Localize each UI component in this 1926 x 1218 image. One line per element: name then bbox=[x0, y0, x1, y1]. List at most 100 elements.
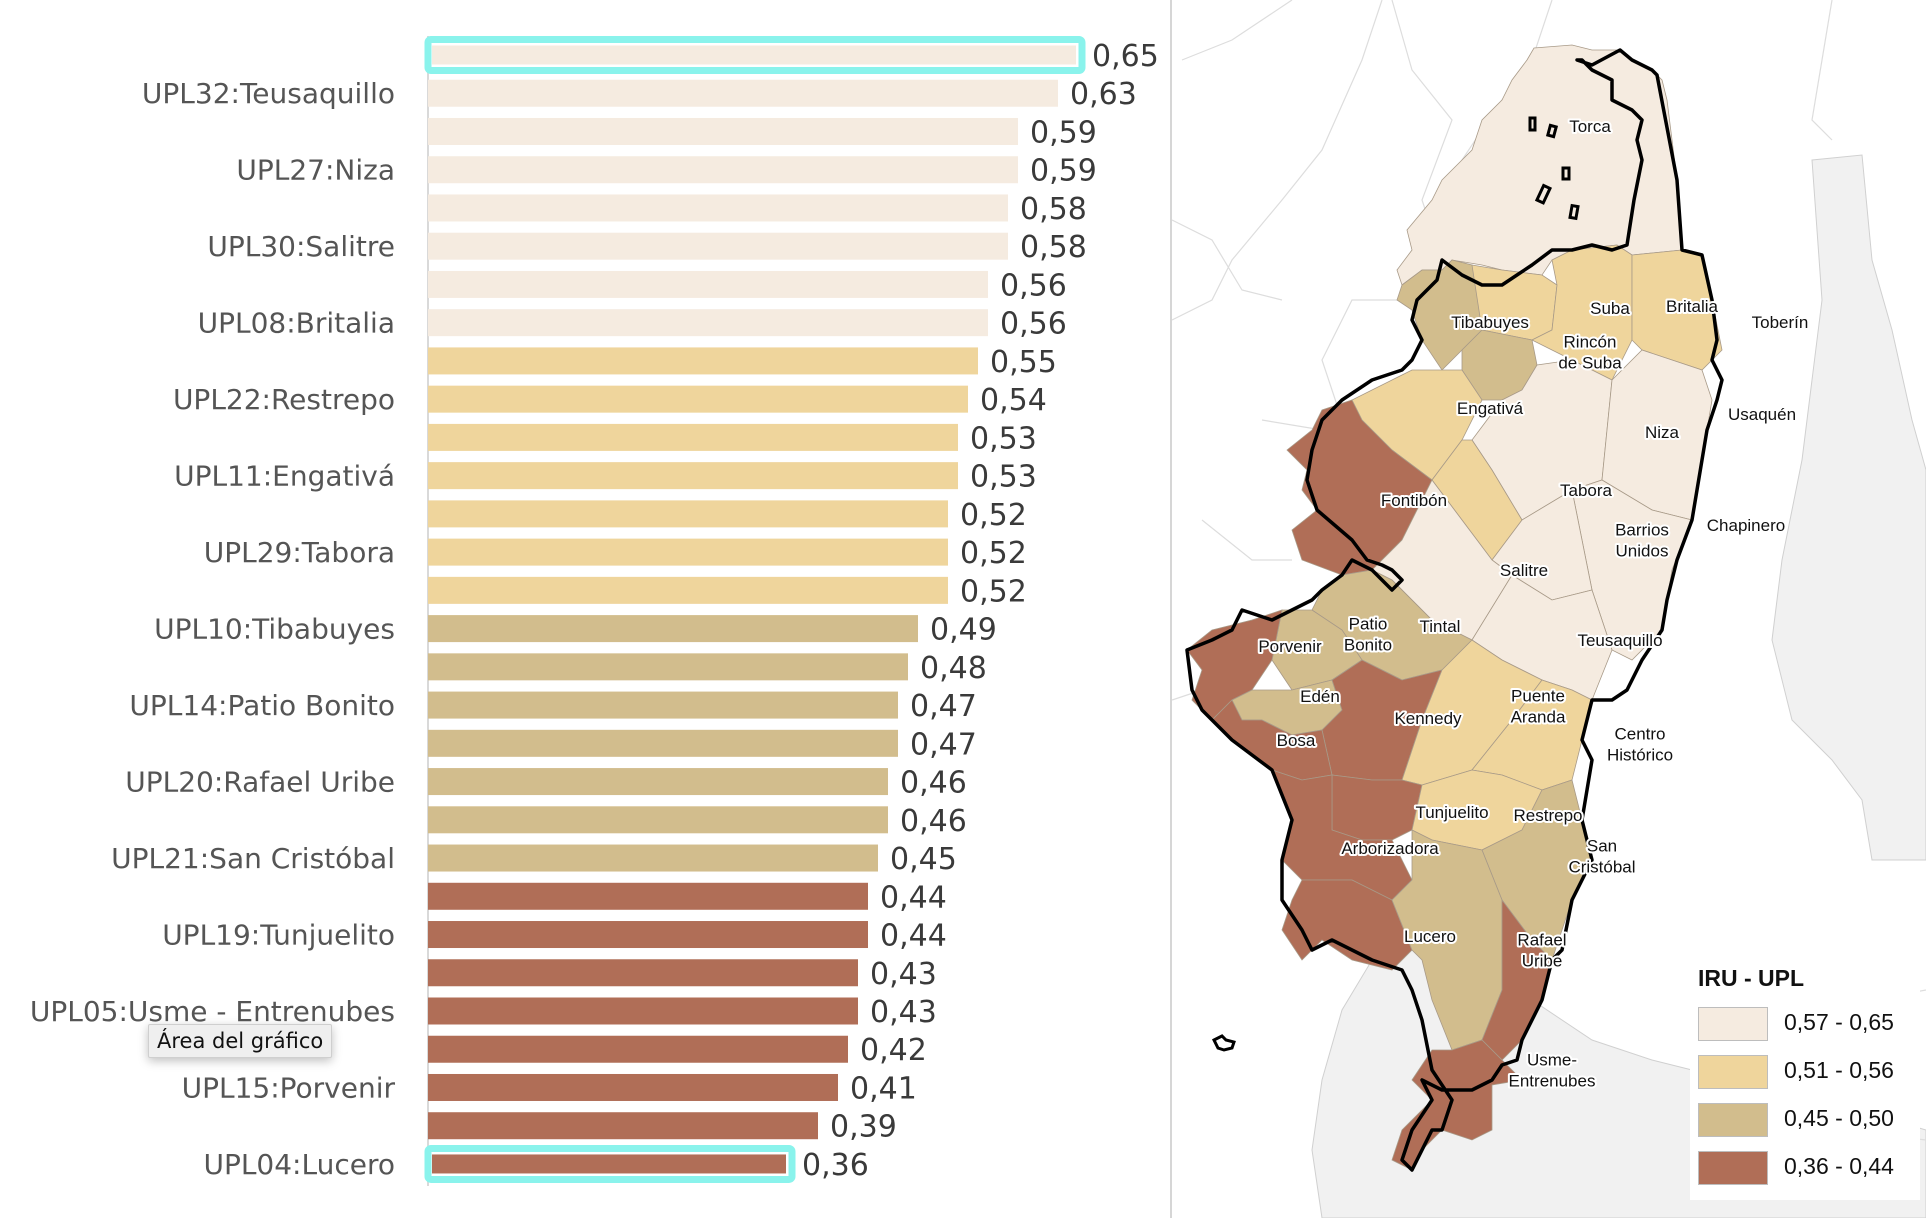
bar[interactable] bbox=[428, 347, 978, 375]
category-label: UPL15:Porvenir bbox=[182, 1071, 396, 1104]
bar[interactable] bbox=[428, 270, 988, 298]
category-label: UPL32:Teusaquillo bbox=[142, 77, 395, 110]
map-region-label: Engativá bbox=[1457, 399, 1524, 418]
category-label: UPL05:Usme - Entrenubes bbox=[30, 995, 395, 1028]
value-label: 0,48 bbox=[920, 651, 987, 686]
map-region-label: Arborizadora bbox=[1341, 839, 1439, 858]
category-labels-group: UPL32:Teusaquillo UPL27:Niza UPL30:Salitre… bbox=[30, 77, 396, 1181]
legend-label: 0,57 - 0,65 bbox=[1784, 1009, 1894, 1035]
bar[interactable] bbox=[428, 615, 918, 643]
map-region-label: Tabora bbox=[1560, 481, 1613, 500]
region-tunjuelito[interactable] bbox=[1331, 774, 1423, 841]
regions-group bbox=[1186, 44, 1723, 1171]
value-label: 0,43 bbox=[870, 957, 937, 992]
map-region-label: Usme-Entrenubes bbox=[1509, 1051, 1596, 1091]
map-region-label: Teusaquillo bbox=[1577, 631, 1662, 650]
value-label: 0,55 bbox=[990, 345, 1057, 380]
bar[interactable] bbox=[428, 691, 898, 719]
bar[interactable] bbox=[428, 1073, 838, 1101]
bar[interactable] bbox=[428, 309, 988, 337]
bar[interactable] bbox=[428, 79, 1058, 107]
bar[interactable] bbox=[428, 959, 858, 987]
map-region-label: Bosa bbox=[1277, 731, 1316, 750]
bar[interactable] bbox=[432, 1154, 786, 1174]
map-region-label: Centro Histórico bbox=[1607, 725, 1673, 765]
region-usme-entrenubes[interactable] bbox=[1391, 1039, 1523, 1171]
neighbor-area-east bbox=[1771, 154, 1926, 861]
legend-label: 0,36 - 0,44 bbox=[1784, 1153, 1894, 1179]
bar[interactable] bbox=[428, 844, 878, 872]
bar[interactable] bbox=[428, 232, 1008, 260]
map-region-label: Lucero bbox=[1404, 927, 1456, 946]
legend-swatch bbox=[1698, 1151, 1768, 1185]
chart-area-tooltip: Área del gráfico bbox=[148, 1024, 333, 1058]
map-panel[interactable]: Torca Suba Britalia Toberín Tibabuyes Rincón d… bbox=[1172, 0, 1926, 1218]
bar-highlight bbox=[424, 1144, 796, 1183]
map-region-label: Suba bbox=[1590, 299, 1630, 318]
region-fontibon[interactable] bbox=[1286, 399, 1433, 576]
bar[interactable] bbox=[428, 576, 948, 604]
value-labels-group: 0,650,630,590,590,580,580,560,560,550,54… bbox=[802, 39, 1159, 1183]
value-label: 0,47 bbox=[910, 727, 977, 762]
bar-highlight bbox=[424, 36, 1086, 74]
bar[interactable] bbox=[428, 997, 858, 1025]
category-label: UPL30:Salitre bbox=[207, 230, 395, 263]
map-region-label: Britalia bbox=[1666, 297, 1719, 316]
bar[interactable] bbox=[428, 423, 958, 451]
legend-label: 0,45 - 0,50 bbox=[1784, 1105, 1894, 1131]
choropleth-map[interactable]: Torca Suba Britalia Toberín Tibabuyes Rincón d… bbox=[1172, 0, 1926, 1218]
bar-chart[interactable]: UPL32:Teusaquillo UPL27:Niza UPL30:Salitre… bbox=[0, 0, 1170, 1218]
legend-swatch bbox=[1698, 1103, 1768, 1137]
map-region-label: Edén bbox=[1300, 687, 1340, 706]
value-label: 0,53 bbox=[970, 460, 1037, 495]
value-label: 0,54 bbox=[980, 383, 1047, 418]
bar[interactable] bbox=[428, 768, 888, 796]
map-region-label: Barrios Unidos bbox=[1615, 521, 1669, 561]
bar[interactable] bbox=[428, 117, 1018, 145]
bar[interactable] bbox=[428, 1035, 848, 1063]
value-label: 0,58 bbox=[1020, 230, 1087, 265]
value-label: 0,49 bbox=[930, 613, 997, 648]
bar-chart-panel[interactable]: UPL32:Teusaquillo UPL27:Niza UPL30:Salitre… bbox=[0, 0, 1170, 1218]
map-region-label: Kennedy bbox=[1394, 709, 1462, 728]
bar[interactable] bbox=[428, 1112, 818, 1140]
bar[interactable] bbox=[428, 882, 868, 910]
bar[interactable] bbox=[428, 653, 908, 681]
map-region-label: San Cristóbal bbox=[1568, 837, 1635, 877]
bar[interactable] bbox=[428, 385, 968, 413]
legend-item: 0,57 - 0,65 bbox=[1698, 1007, 1918, 1045]
legend-item: 0,51 - 0,56 bbox=[1698, 1055, 1918, 1093]
map-region-label: Rincón de Suba bbox=[1558, 333, 1622, 373]
bar[interactable] bbox=[428, 921, 868, 949]
south-island bbox=[1211, 1034, 1236, 1052]
bar[interactable] bbox=[428, 462, 958, 490]
value-label: 0,41 bbox=[850, 1071, 917, 1106]
legend-item: 0,36 - 0,44 bbox=[1698, 1151, 1918, 1189]
bar[interactable] bbox=[428, 806, 888, 834]
value-label: 0,56 bbox=[1000, 268, 1067, 303]
map-region-label: Niza bbox=[1645, 423, 1680, 442]
map-region-label: Fontibón bbox=[1381, 491, 1447, 510]
map-region-label: Salitre bbox=[1500, 561, 1548, 580]
legend-label: 0,51 - 0,56 bbox=[1784, 1057, 1894, 1083]
bar[interactable] bbox=[428, 729, 898, 757]
bars-group bbox=[424, 36, 1086, 1183]
bar[interactable] bbox=[428, 538, 948, 566]
value-label: 0,52 bbox=[960, 574, 1027, 609]
value-label: 0,52 bbox=[960, 536, 1027, 571]
category-label: UPL21:San Cristóbal bbox=[111, 842, 395, 875]
value-label: 0,65 bbox=[1092, 39, 1159, 74]
bar[interactable] bbox=[428, 500, 948, 528]
category-label: UPL19:Tunjuelito bbox=[162, 919, 395, 952]
category-label: UPL27:Niza bbox=[236, 154, 395, 187]
bar[interactable] bbox=[432, 45, 1076, 65]
map-region-label: Chapinero bbox=[1707, 516, 1785, 535]
map-region-label: Puente Aranda bbox=[1511, 687, 1566, 727]
value-label: 0,44 bbox=[880, 880, 947, 915]
map-region-label: Porvenir bbox=[1258, 637, 1322, 656]
urban-boundary-outline bbox=[1185, 48, 1724, 1172]
category-label: UPL10:Tibabuyes bbox=[154, 613, 395, 646]
value-label: 0,58 bbox=[1020, 192, 1087, 227]
bar[interactable] bbox=[428, 194, 1008, 222]
bar[interactable] bbox=[428, 156, 1018, 184]
